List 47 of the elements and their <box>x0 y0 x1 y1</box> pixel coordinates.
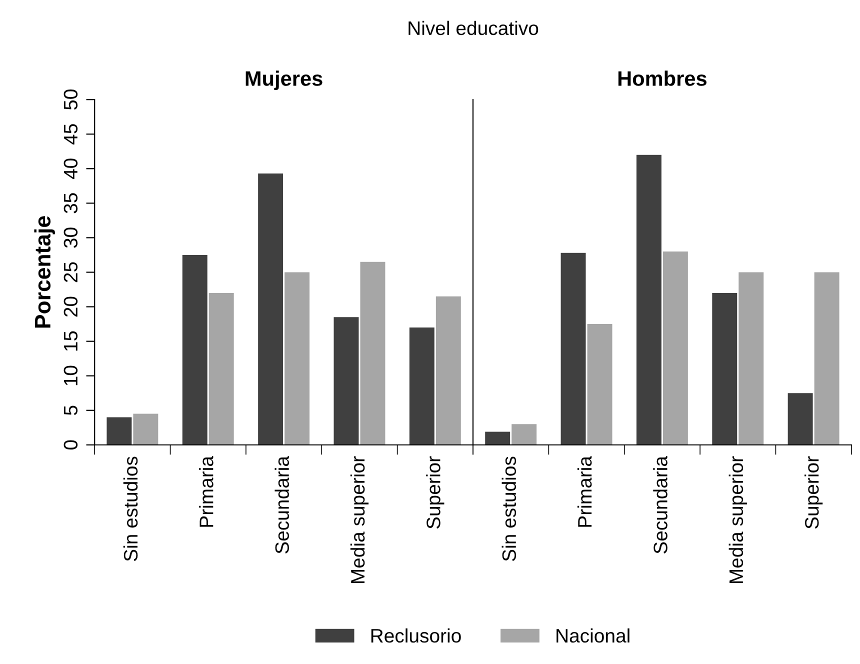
y-axis-title: Porcentaje <box>34 216 55 328</box>
bar <box>788 393 813 445</box>
bar <box>436 296 461 445</box>
bar <box>182 254 208 445</box>
y-tick-label: 0 <box>64 440 78 450</box>
y-tick-label: 40 <box>64 158 78 180</box>
bar <box>662 252 688 445</box>
bar <box>133 414 158 445</box>
bar <box>284 272 310 445</box>
y-tick-label: 35 <box>64 193 78 214</box>
chart-title: Hombres <box>618 70 706 86</box>
bar <box>636 154 662 445</box>
x-tick-label: Sin estudios <box>123 456 138 562</box>
bar <box>485 432 510 445</box>
chart-subtitle: Nivel educativo <box>408 20 538 36</box>
legend-label: Reclusorio <box>371 628 461 643</box>
y-tick-label: 30 <box>64 228 78 248</box>
y-tick-label: 50 <box>64 90 78 110</box>
bar <box>560 252 586 445</box>
bar <box>360 262 386 445</box>
chart-title: Mujeres <box>246 70 322 90</box>
bar <box>409 327 434 445</box>
bar <box>814 272 840 445</box>
bar <box>587 324 612 445</box>
bar <box>258 173 284 445</box>
y-tick-label: 20 <box>64 296 78 317</box>
x-tick-label: Primaria <box>577 456 592 527</box>
x-tick-label: Superior <box>426 456 444 529</box>
y-tick-label: 25 <box>64 262 78 282</box>
y-tick-label: 5 <box>64 406 78 415</box>
bar <box>512 424 537 445</box>
y-tick-label: 10 <box>64 366 78 386</box>
x-tick-label: Media superior <box>728 456 747 583</box>
x-tick-label: Media superior <box>350 456 369 583</box>
bar <box>712 292 738 445</box>
bar <box>106 417 132 445</box>
x-tick-label: Secundaria <box>274 456 290 554</box>
legend-label: Nacional <box>556 628 630 643</box>
x-tick-label: Superior <box>804 456 823 529</box>
bar <box>738 272 764 445</box>
bar <box>334 317 359 445</box>
x-tick-label: Primaria <box>199 456 214 527</box>
x-tick-label: Secundaria <box>653 456 668 554</box>
y-tick-label: 15 <box>64 331 78 351</box>
bar <box>208 292 234 445</box>
y-tick-label: 45 <box>64 124 78 144</box>
x-tick-label: Sin estudios <box>502 456 516 562</box>
